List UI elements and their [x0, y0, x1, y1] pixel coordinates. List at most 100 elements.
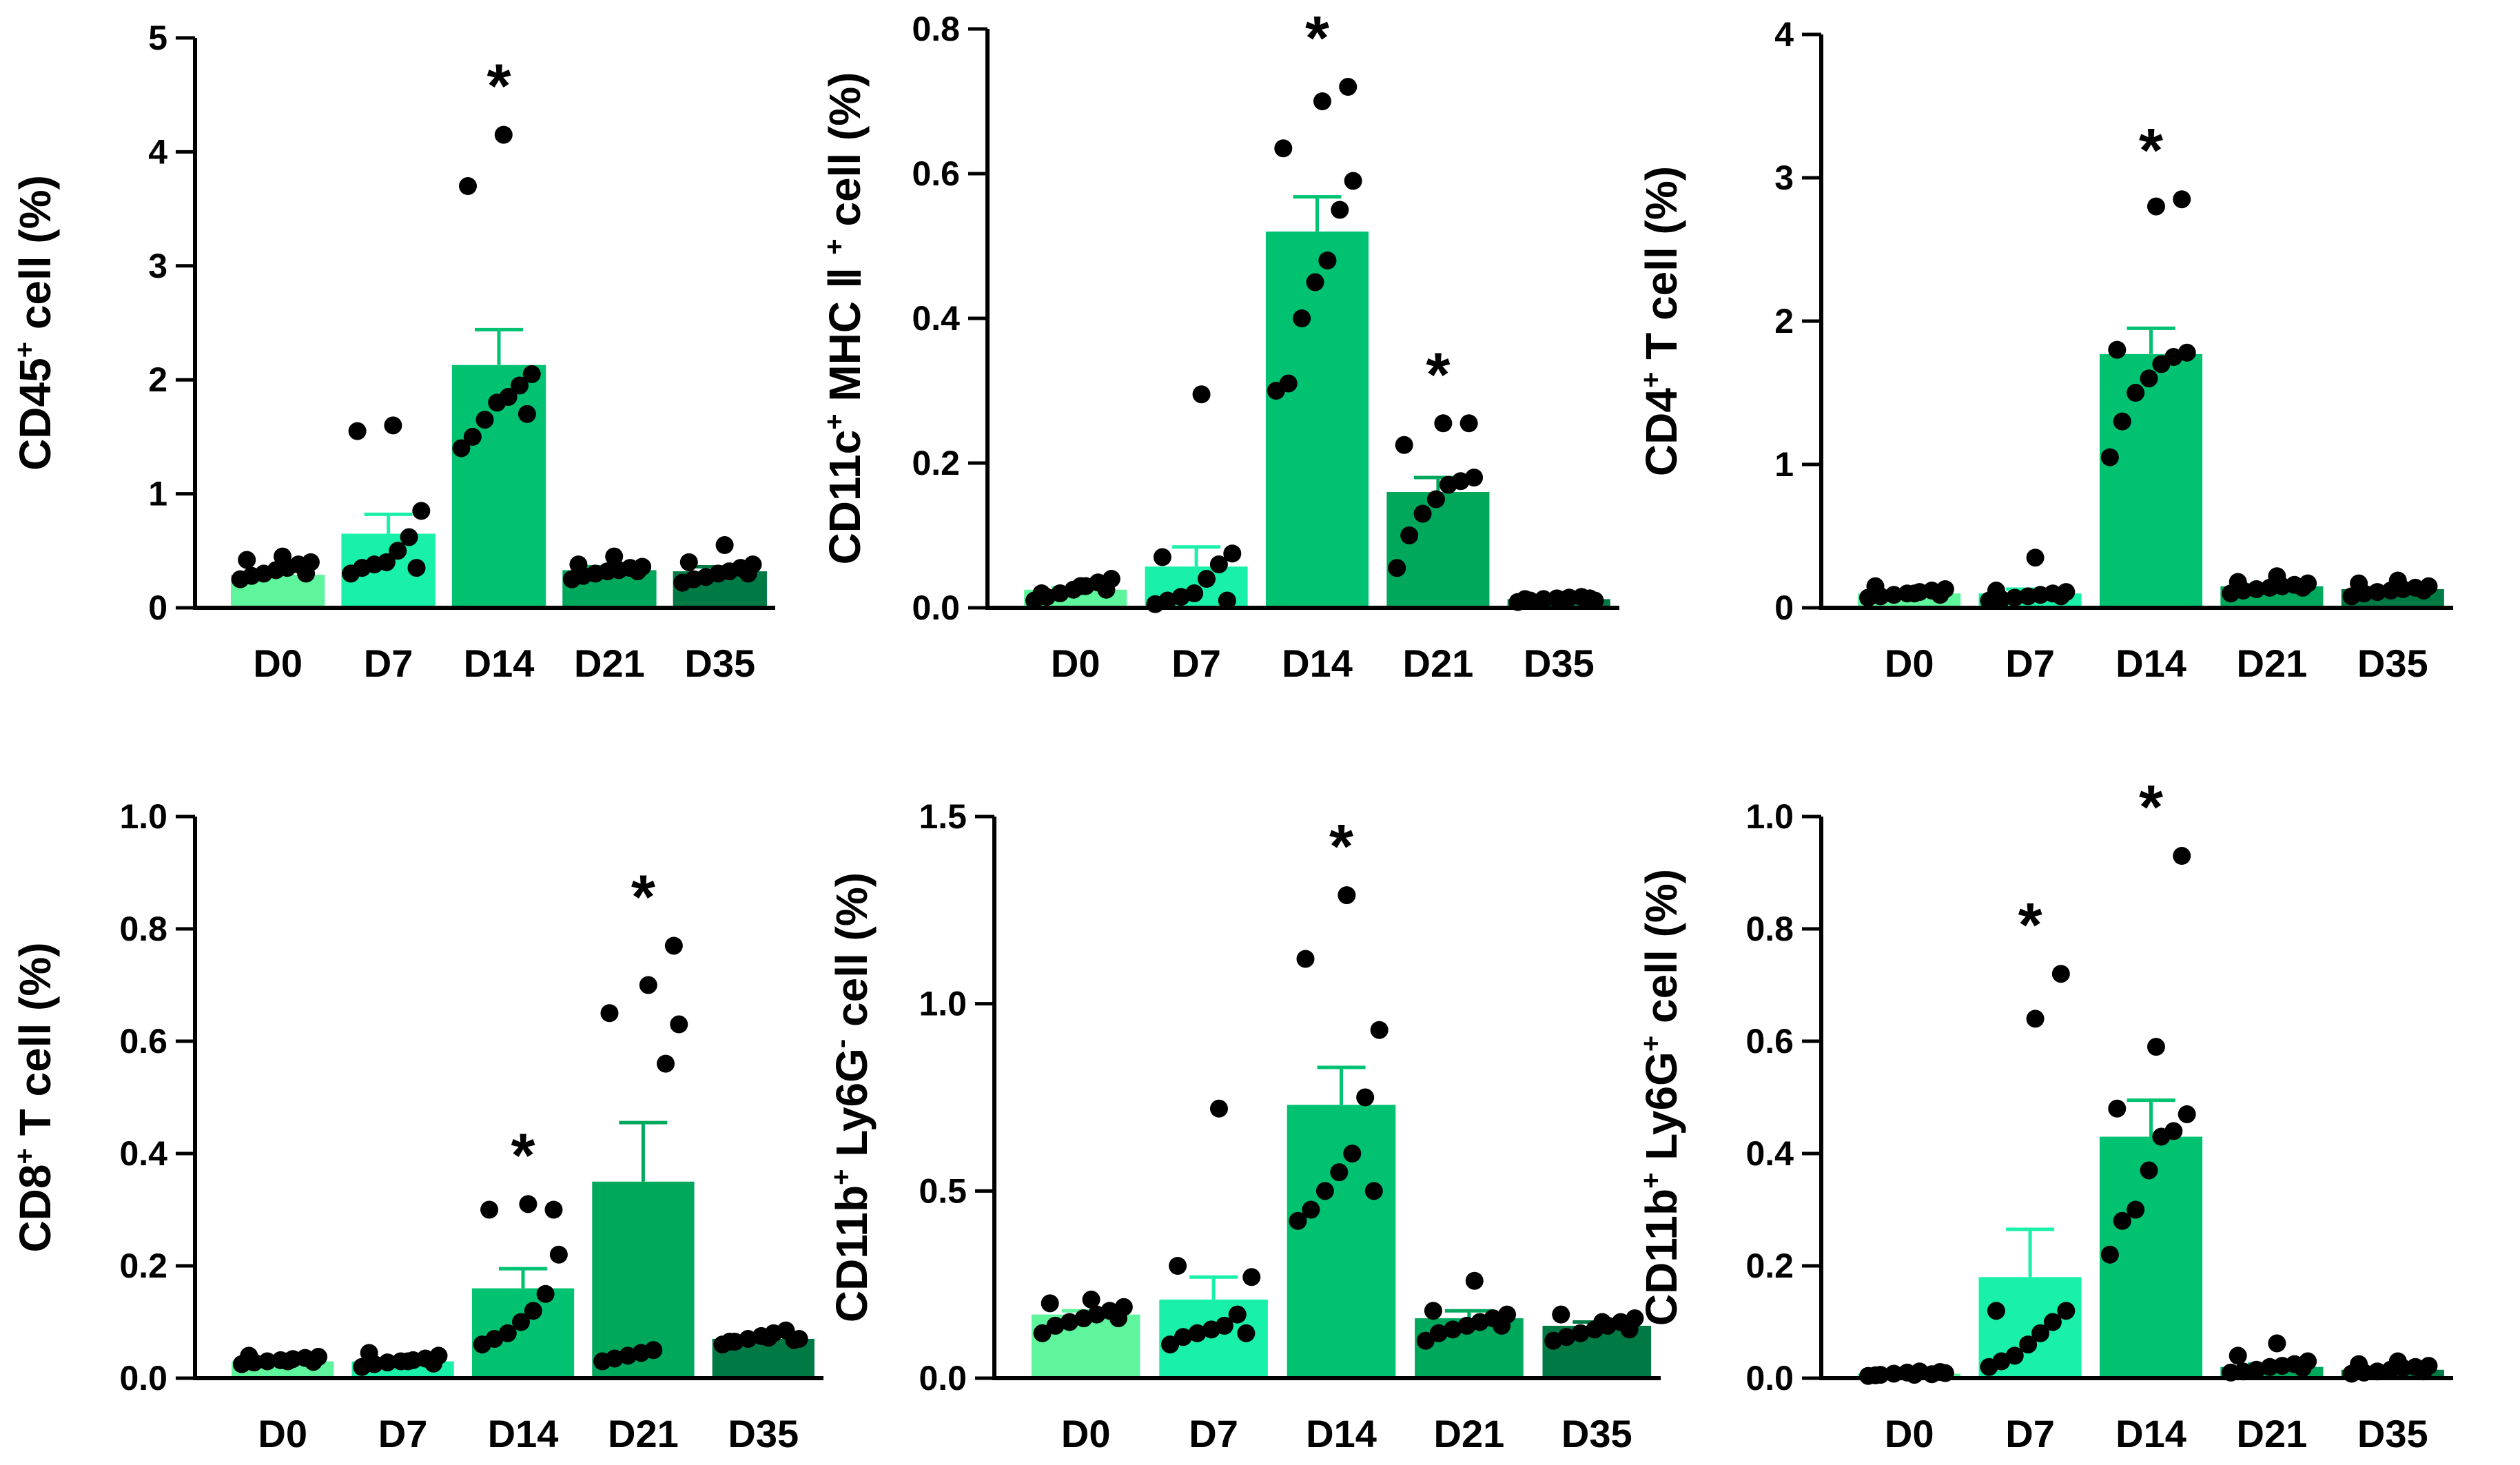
data-point: [1931, 586, 1949, 604]
y-tick-label: 1: [1774, 445, 1794, 484]
data-point: [1318, 252, 1337, 269]
data-point: [1555, 591, 1573, 609]
data-point: [715, 536, 734, 555]
data-point: [720, 1333, 739, 1351]
data-point: [1459, 414, 1478, 433]
data-point: [1313, 92, 1331, 110]
data-point: [739, 564, 757, 583]
chart-panel-2: D0 D7 * D14 * D21 D35 0.0 0.2 0.4 0.6 0.8 CD11c+ MHC…: [819, 4, 1619, 685]
data-point: [459, 177, 478, 196]
data-point: [1493, 1316, 1511, 1335]
y-axis-label: CD11c+ MHC Ⅱ + cell (%): [819, 72, 870, 565]
data-point: [1296, 950, 1315, 968]
data-point: [1061, 1313, 1079, 1331]
data-point: [1424, 1302, 1442, 1320]
y-tick-label: 0.6: [119, 1022, 167, 1061]
data-point: [1370, 1021, 1389, 1039]
category-label: D14: [488, 1412, 559, 1455]
data-point: [1306, 273, 1324, 291]
y-axis-label: CD45+ cell (%): [10, 175, 60, 471]
category-label: D7: [2005, 642, 2055, 685]
data-point: [1356, 1088, 1375, 1107]
category-label: D21: [574, 642, 645, 685]
y-tick-label: 0.2: [1745, 1247, 1794, 1285]
bar-d14: [1265, 232, 1369, 608]
chart-panel-6: D0 * D7 * D14 D21 D35 0.0 0.2 0.4 0.6 0.8 1.0 CD11b+ …: [1636, 773, 2453, 1455]
data-point: [1444, 1320, 1462, 1339]
category-label: D7: [1171, 642, 1221, 685]
data-point: [399, 1352, 418, 1371]
data-point: [452, 439, 471, 458]
y-tick-label: 0.4: [119, 1134, 167, 1173]
category-label: D7: [378, 1412, 428, 1455]
data-point: [407, 559, 426, 577]
data-point: [569, 555, 588, 574]
data-point: [1198, 570, 1216, 588]
data-point: [1109, 1309, 1127, 1328]
category-label: D7: [2005, 1412, 2055, 1455]
y-tick-label: 2: [148, 360, 167, 399]
data-point: [1242, 1268, 1261, 1287]
data-point: [644, 1341, 663, 1360]
data-point: [2127, 384, 2145, 402]
data-point: [2147, 1038, 2165, 1056]
data-point: [1593, 1313, 1612, 1331]
data-point: [2051, 587, 2070, 606]
data-point: [2415, 1362, 2433, 1381]
category-label: D21: [608, 1412, 679, 1455]
data-point: [1041, 1294, 1059, 1313]
data-point: [2005, 1346, 2024, 1365]
data-point: [549, 1245, 568, 1264]
bar-d21: [1386, 492, 1490, 608]
data-point: [1620, 1320, 1639, 1339]
data-point: [2127, 1200, 2145, 1219]
bar-d14: [471, 1288, 575, 1378]
category-label: D21: [1403, 642, 1474, 685]
category-label: D14: [464, 642, 535, 685]
data-point: [1302, 1200, 1320, 1219]
y-tick-label: 4: [1774, 15, 1794, 54]
data-point: [389, 542, 407, 560]
y-tick-label: 1.5: [919, 797, 967, 836]
data-point: [238, 551, 256, 569]
data-point: [512, 1313, 531, 1331]
data-point: [2019, 1335, 2038, 1354]
data-point: [544, 1200, 563, 1219]
data-point: [1429, 1324, 1448, 1342]
data-point: [2100, 448, 2119, 467]
y-tick-label: 0.4: [912, 299, 960, 338]
data-point: [1465, 1271, 1484, 1290]
category-label: D35: [728, 1412, 799, 1455]
category-label: D0: [1885, 1412, 1934, 1455]
y-axis-label: CD11b+ Ly6G- cell (%): [826, 872, 877, 1322]
data-point: [2043, 1313, 2062, 1331]
category-label: D21: [2237, 642, 2308, 685]
data-point: [759, 1329, 778, 1347]
data-point: [1885, 586, 1903, 604]
data-point: [1344, 172, 1362, 190]
category-label: D7: [364, 642, 413, 685]
category-label: D35: [2357, 642, 2428, 685]
category-label: D0: [1051, 642, 1100, 685]
category-label: D0: [1885, 642, 1934, 685]
category-label: D0: [258, 1412, 307, 1455]
data-point: [348, 422, 367, 440]
data-point: [2388, 1352, 2407, 1371]
data-point: [274, 547, 292, 566]
data-point: [2026, 549, 2045, 567]
data-point: [1218, 591, 1236, 610]
category-label: D35: [1561, 1412, 1632, 1455]
data-point: [1987, 1302, 2005, 1320]
category-label: D21: [1434, 1412, 1505, 1455]
data-point: [2100, 1245, 2119, 1264]
chart-panel-1: D0 D7 * D14 D21 D35 0 1 2 3 4 5 CD45+ cell (%): [10, 19, 775, 685]
data-point: [1274, 139, 1293, 158]
data-point: [2293, 1359, 2312, 1377]
y-tick-label: 0.0: [119, 1359, 167, 1397]
data-point: [519, 1195, 537, 1213]
data-point: [1534, 590, 1553, 608]
significance-marker: *: [1426, 340, 1450, 409]
data-point: [600, 1004, 619, 1023]
data-point: [1315, 1182, 1334, 1200]
data-point: [536, 1284, 555, 1303]
